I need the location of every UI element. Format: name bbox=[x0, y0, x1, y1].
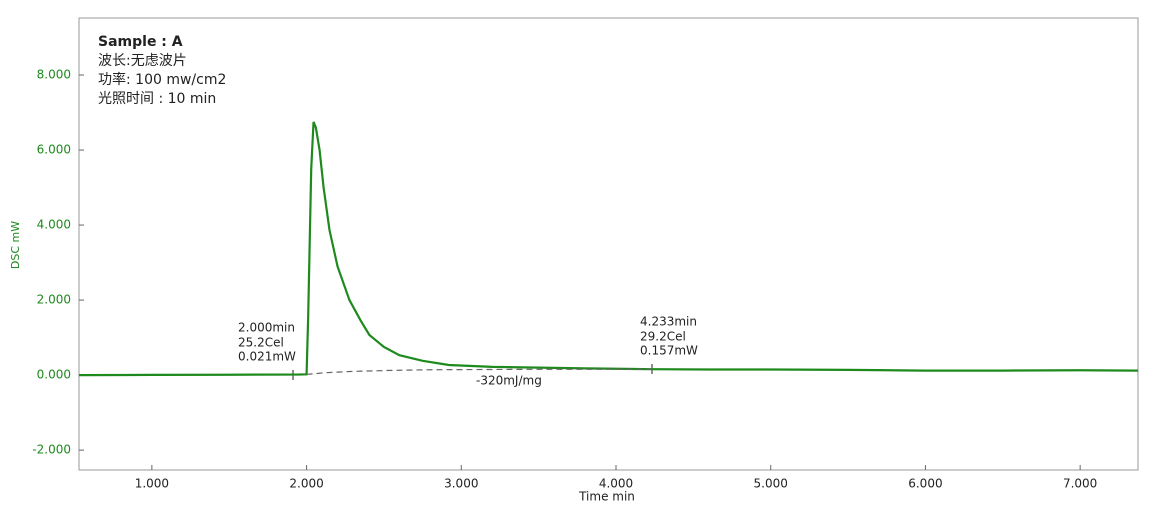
plot-frame bbox=[78, 17, 1139, 471]
annotation: 25.2Cel bbox=[238, 336, 284, 350]
y-tick-label: 0.000 bbox=[37, 368, 71, 382]
y-tick-label: 2.000 bbox=[37, 293, 71, 307]
x-tick-label: 4.000 bbox=[599, 477, 633, 491]
x-tick-label: 5.000 bbox=[754, 477, 788, 491]
y-tick-label: -2.000 bbox=[32, 443, 71, 457]
x-tick-label: 1.000 bbox=[135, 477, 169, 491]
x-axis-label: Time min bbox=[578, 490, 635, 504]
x-tick-label: 6.000 bbox=[908, 477, 942, 491]
annotation: 29.2Cel bbox=[640, 330, 686, 344]
annotation: 0.157mW bbox=[640, 344, 698, 358]
info-line: 波长:无虑波片 bbox=[98, 53, 187, 69]
x-tick-label: 2.000 bbox=[289, 477, 323, 491]
y-axis-label: DSC mW bbox=[9, 221, 22, 269]
y-tick-label: 6.000 bbox=[37, 143, 71, 157]
x-tick-label: 7.000 bbox=[1063, 477, 1097, 491]
info-line: Sample : A bbox=[98, 34, 183, 50]
annotation: -320mJ/mg bbox=[476, 374, 542, 388]
annotation: 0.021mW bbox=[238, 350, 296, 364]
data-line bbox=[78, 121, 1139, 377]
y-tick-label: 4.000 bbox=[37, 218, 71, 232]
annotation: 2.000min bbox=[238, 321, 295, 335]
info-line: 光照时间 : 10 min bbox=[98, 91, 216, 107]
annotation: 4.233min bbox=[640, 315, 697, 329]
y-tick-label: 8.000 bbox=[37, 68, 71, 82]
x-tick-label: 3.000 bbox=[444, 477, 478, 491]
info-line: 功率: 100 mw/cm2 bbox=[98, 71, 226, 88]
